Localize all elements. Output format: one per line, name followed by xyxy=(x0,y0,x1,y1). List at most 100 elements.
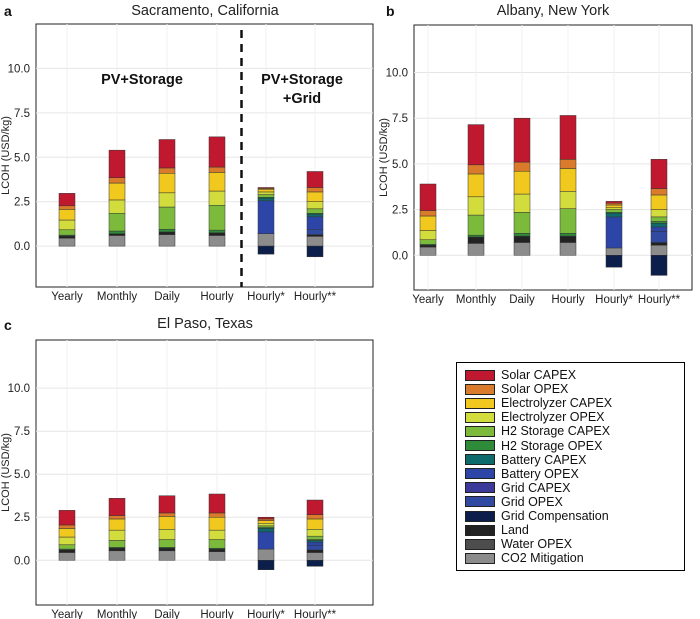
bar-segment xyxy=(257,194,275,198)
chart-title: El Paso, Texas xyxy=(157,316,253,332)
bar-segment xyxy=(605,216,623,249)
y-tick-label: 0.0 xyxy=(14,555,30,567)
panel-letter: b xyxy=(386,3,395,19)
y-axis-label: LCOH (USD/kg) xyxy=(0,433,12,512)
bar-segment xyxy=(306,236,324,247)
y-tick-label: 0.0 xyxy=(392,250,408,262)
bar-segment xyxy=(58,209,76,221)
bar-segment xyxy=(208,539,226,549)
y-tick-label: 7.5 xyxy=(392,113,408,125)
legend-swatch xyxy=(465,496,495,508)
bar-segment xyxy=(58,544,76,550)
bar-segment xyxy=(419,244,437,248)
x-tick-label: Monthly xyxy=(456,294,497,306)
bar-segment xyxy=(605,204,623,209)
bar-segment xyxy=(513,193,531,213)
y-tick-label: 7.5 xyxy=(14,426,30,438)
legend-swatch xyxy=(465,482,495,494)
bar-segment xyxy=(108,515,126,520)
bar-segment xyxy=(257,560,275,570)
legend-label: Battery OPEX xyxy=(501,466,579,481)
legend-label: Land xyxy=(501,523,529,538)
bar-segment xyxy=(108,182,126,201)
x-tick-label: Hourly xyxy=(200,291,233,303)
bar-segment xyxy=(467,196,485,216)
chart-legend: Solar CAPEX Solar OPEX Electrolyzer CAPEX E… xyxy=(456,362,685,571)
bar-segment xyxy=(58,549,76,553)
bar-segment xyxy=(257,548,275,561)
bar-segment xyxy=(467,173,485,198)
bar-segment xyxy=(208,548,226,552)
bar-segment xyxy=(257,516,275,520)
bar-segment xyxy=(513,117,531,163)
legend-swatch xyxy=(465,440,495,451)
bar-segment xyxy=(306,541,324,546)
bar-segment xyxy=(467,234,485,238)
bar-segment xyxy=(559,168,577,192)
legend-label: Grid OPEX xyxy=(501,494,563,509)
bar-segment xyxy=(605,212,623,218)
bar-segment xyxy=(208,172,226,192)
bar-segment xyxy=(650,231,668,243)
x-tick-label: Daily xyxy=(154,291,180,303)
bar-segment xyxy=(605,207,623,210)
legend-swatch xyxy=(465,468,495,480)
bar-segment xyxy=(467,243,485,256)
bar-stack xyxy=(306,171,324,258)
bar-segment xyxy=(650,209,668,218)
bar-segment xyxy=(58,229,76,236)
x-tick-label: Hourly** xyxy=(294,291,337,303)
x-tick-label: Hourly** xyxy=(638,294,681,306)
annotation-pv-storage-grid: PV+Storage xyxy=(261,72,343,88)
y-tick-label: 5.0 xyxy=(14,152,30,164)
bar-segment xyxy=(605,247,623,256)
legend-swatch xyxy=(465,454,495,466)
bar-segment xyxy=(650,188,668,196)
bar-segment xyxy=(559,115,577,160)
bar-segment xyxy=(559,242,577,256)
bar-segment xyxy=(513,170,531,195)
bar-segment xyxy=(306,535,324,540)
bar-segment xyxy=(559,159,577,169)
bar-segment xyxy=(306,228,324,235)
bar-segment xyxy=(559,235,577,243)
bar-segment xyxy=(306,171,324,188)
bar-stack xyxy=(559,115,577,256)
x-tick-label: Monthly xyxy=(97,609,138,619)
bar-segment xyxy=(306,234,324,237)
legend-swatch xyxy=(465,425,495,437)
bar-segment xyxy=(158,173,176,194)
bar-segment xyxy=(257,523,275,527)
chart-title: Sacramento, California xyxy=(131,3,279,19)
y-tick-label: 10.0 xyxy=(386,68,408,80)
bar-segment xyxy=(158,495,176,514)
bar-segment xyxy=(58,235,76,239)
bar-segment xyxy=(306,187,324,193)
legend-swatch xyxy=(465,369,495,381)
legend-swatch xyxy=(465,411,495,423)
bar-segment xyxy=(419,230,437,240)
bar-segment xyxy=(467,236,485,244)
bar-segment xyxy=(108,233,126,236)
bar-segment xyxy=(257,191,275,195)
bar-segment xyxy=(513,242,531,256)
chart-panel-b: 0.0 2.5 5.0 7.5 10.0 LCOH (USD/kg) Albany, New… xyxy=(378,3,693,306)
bar-segment xyxy=(108,177,126,184)
bar-segment xyxy=(158,234,176,247)
bar-stack xyxy=(108,498,126,561)
legend-item: Grid Compensation xyxy=(465,509,609,523)
bar-stack xyxy=(513,117,531,256)
bar-segment xyxy=(58,510,76,526)
bar-segment xyxy=(419,183,437,211)
bar-segment xyxy=(467,164,485,175)
bar-segment xyxy=(58,237,76,247)
bar-segment xyxy=(108,498,126,516)
y-axis-label: LCOH (USD/kg) xyxy=(0,116,12,195)
bar-segment xyxy=(108,518,126,531)
y-tick-label: 0.0 xyxy=(14,241,30,253)
legend-swatch xyxy=(465,397,495,409)
bar-segment xyxy=(605,209,623,213)
bar-stack xyxy=(257,187,275,255)
legend-swatch xyxy=(465,383,495,395)
bar-segment xyxy=(257,189,275,193)
